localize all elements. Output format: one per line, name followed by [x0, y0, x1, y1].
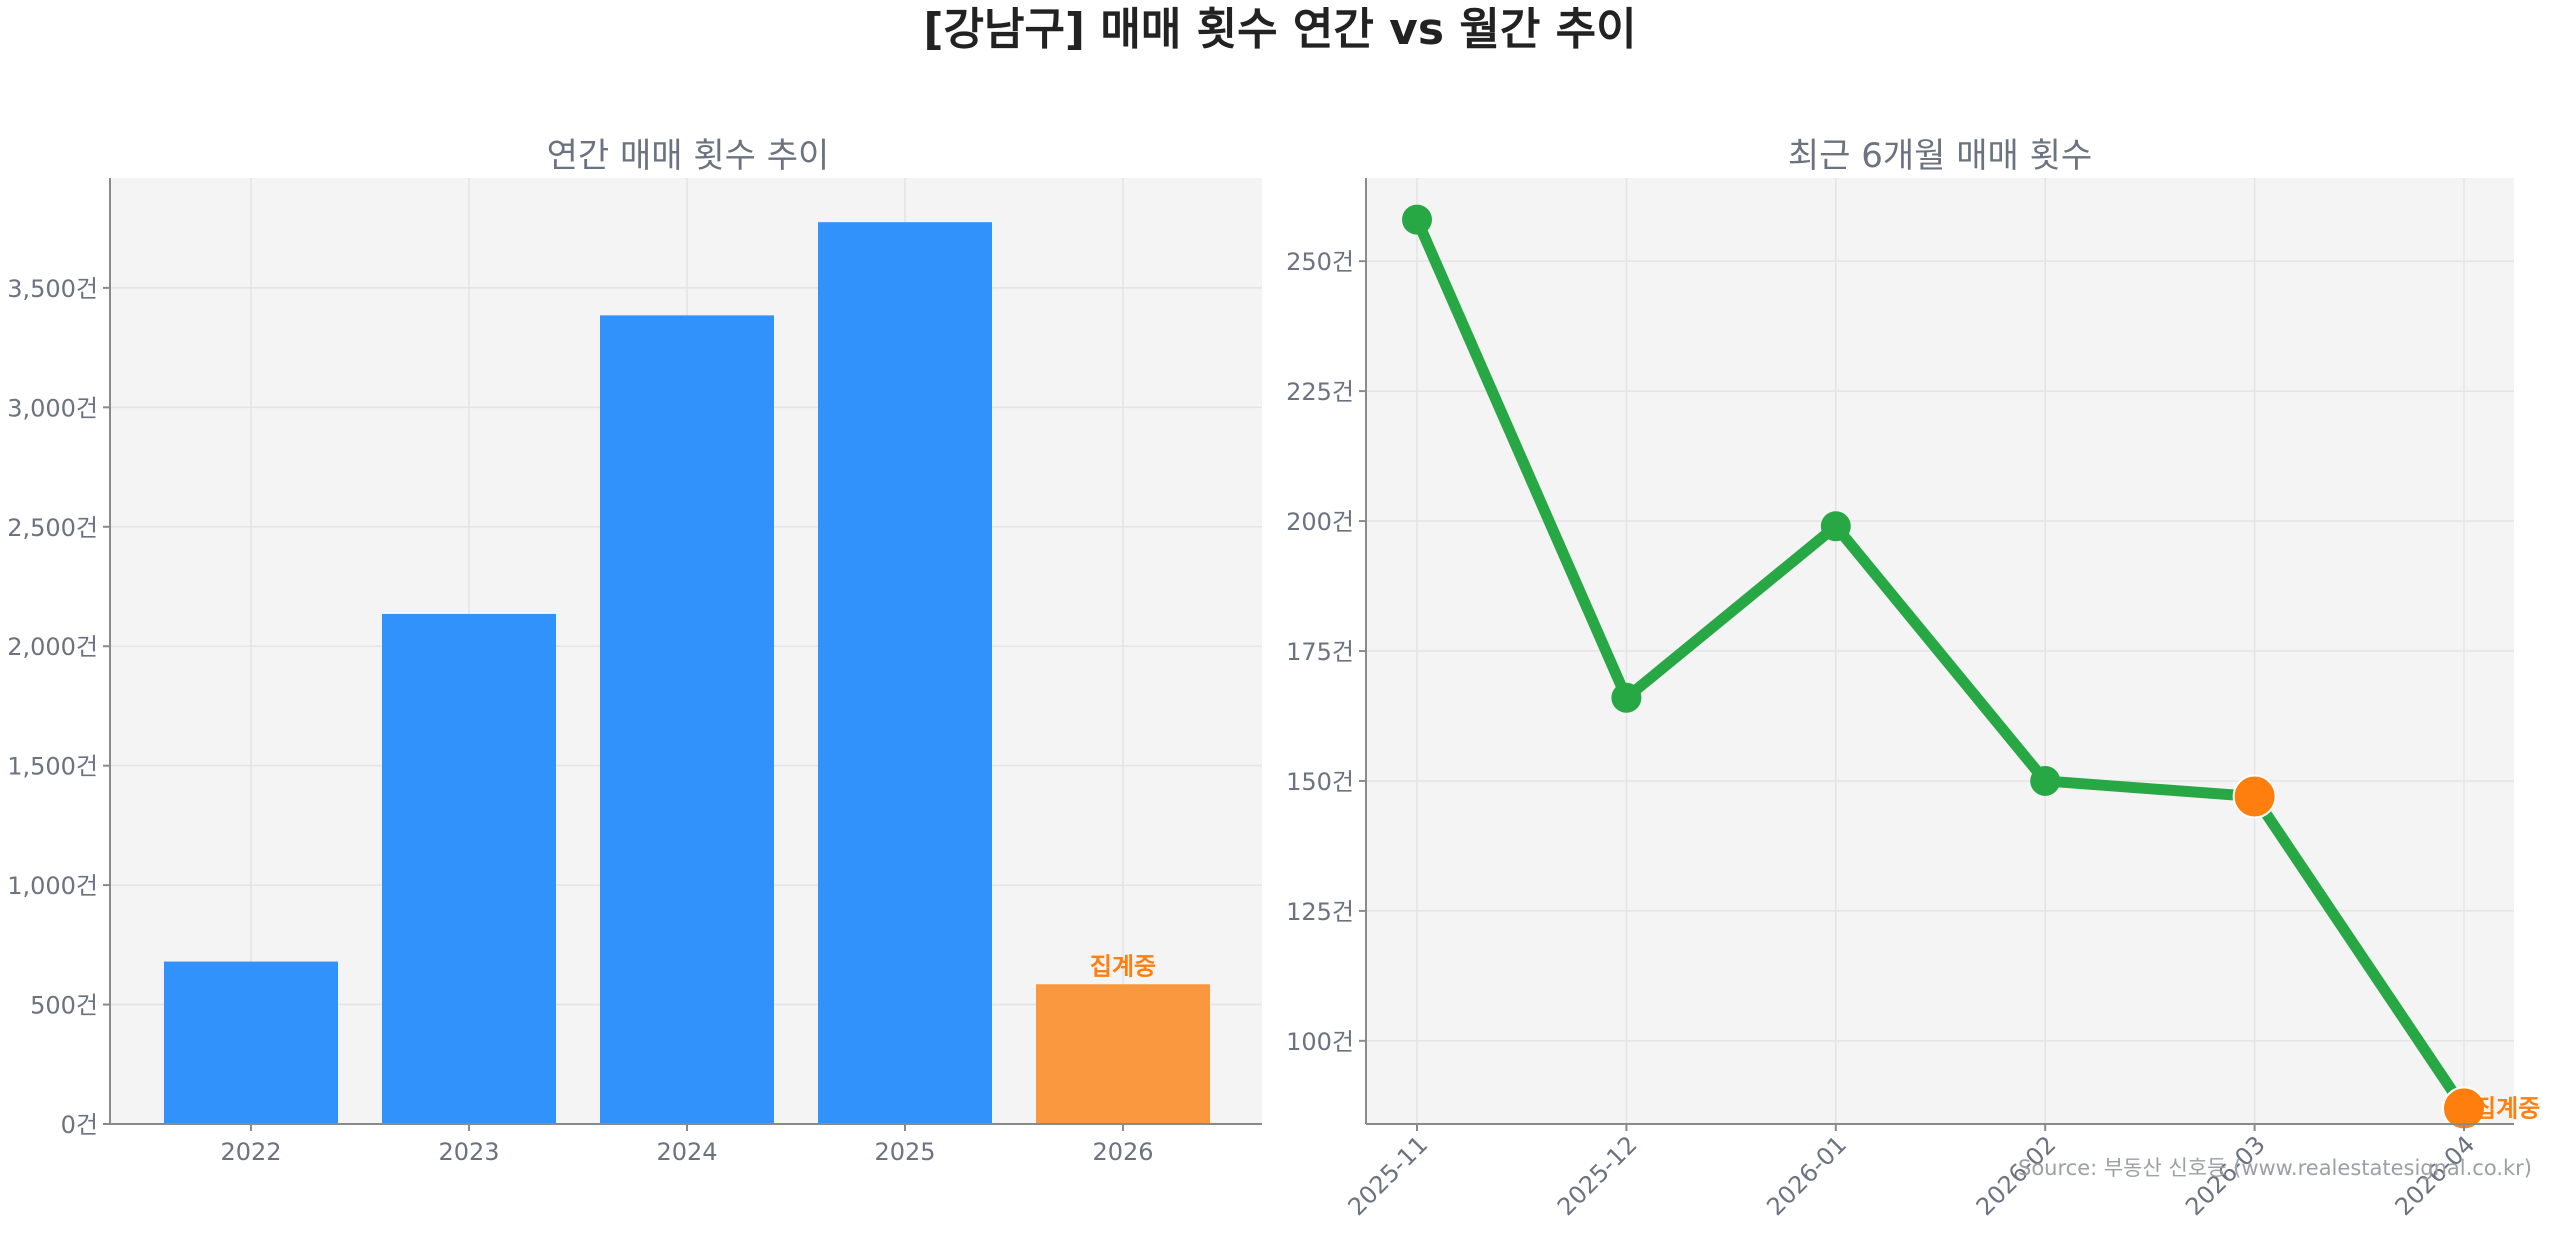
monthly-ytick-label: 175건 [1286, 638, 1354, 666]
monthly-series-line [1411, 214, 2470, 1114]
figure-title: [강남구] 매매 횟수 연간 vs 월간 추이 [923, 4, 1636, 55]
annual-ytick-label: 3,000건 [7, 394, 98, 422]
monthly-ytick-label: 250건 [1286, 248, 1354, 276]
monthly-pending-label: 집계중 [2474, 1094, 2540, 1122]
monthly-ytick-label: 125건 [1286, 898, 1354, 926]
annual-ytick-label: 0건 [61, 1111, 98, 1139]
annual-ytick-label: 2,500건 [7, 514, 98, 542]
annual-ytick-label: 2,000건 [7, 633, 98, 661]
monthly-ytick-label: 100건 [1286, 1028, 1354, 1056]
annual-ytick-label: 500건 [30, 992, 98, 1020]
monthly-point-2026-01 [1820, 511, 1851, 542]
monthly-xtick-label: 2025-11 [1343, 1130, 1434, 1221]
annual-xtick-label: 2025 [874, 1138, 935, 1166]
monthly-point-2025-12 [1611, 682, 1642, 713]
monthly-ytick-label: 225건 [1286, 378, 1354, 406]
monthly-chart-title: 최근 6개월 매매 횟수 [1788, 136, 2092, 176]
monthly-point-2026-03 [2232, 774, 2277, 819]
annual-bar-2022 [164, 961, 338, 1124]
source-note: Source: 부동산 신호등 (www.realestatesignal.co… [2018, 1156, 2532, 1180]
annual-bar-2025 [818, 222, 992, 1124]
annual-ytick-label: 1,500건 [7, 753, 98, 781]
annual-chart: 연간 매매 횟수 추이 집계중 0건 500건 1,000건 1,500건 2,000건 2… [7, 136, 1262, 1166]
annual-ytick-label: 3,500건 [7, 275, 98, 303]
annual-xtick-label: 2022 [220, 1138, 281, 1166]
annual-ytick-label: 1,000건 [7, 872, 98, 900]
monthly-chart: 최근 6개월 매매 횟수 집계중 100건 125건 150건 175건 200건 225건… [1286, 136, 2540, 1221]
annual-bar-2026 [1036, 984, 1210, 1124]
monthly-ytick-label: 150건 [1286, 768, 1354, 796]
annual-bar-2023 [382, 613, 556, 1124]
monthly-xtick-label: 2026-01 [1761, 1130, 1852, 1221]
annual-xtick-label: 2023 [438, 1138, 499, 1166]
monthly-point-2026-02 [2030, 765, 2061, 796]
annual-bar-2024 [600, 315, 774, 1125]
monthly-point-2025-11 [1402, 204, 1432, 235]
annual-chart-title: 연간 매매 횟수 추이 [547, 136, 830, 176]
monthly-ytick-label: 200건 [1286, 508, 1354, 536]
monthly-xtick-label: 2025-12 [1552, 1130, 1643, 1221]
annual-pending-label: 집계중 [1090, 952, 1156, 980]
annual-xtick-label: 2026 [1092, 1138, 1153, 1166]
annual-xtick-label: 2024 [656, 1138, 717, 1166]
